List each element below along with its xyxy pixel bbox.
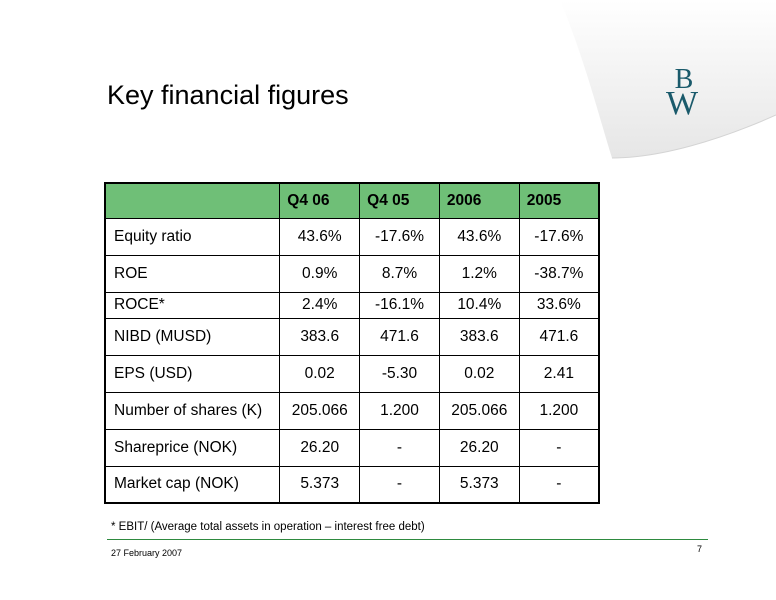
row-label: Market cap (NOK) (104, 465, 281, 504)
corner-swoosh (560, 0, 776, 159)
table-row: Equity ratio 43.6% -17.6% 43.6% -17.6% (104, 217, 600, 256)
table-cell: 1.200 (359, 391, 440, 430)
table-cell: 383.6 (438, 317, 520, 356)
row-label: Equity ratio (104, 217, 281, 256)
table-cell: -38.7% (518, 254, 600, 293)
header-cell-2006: 2006 (438, 182, 520, 219)
page-title: Key financial figures (107, 80, 349, 110)
table-cell: - (359, 465, 440, 504)
table-cell: 205.066 (279, 391, 361, 430)
table-cell: - (518, 465, 600, 504)
table-row: Market cap (NOK) 5.373 - 5.373 - (104, 465, 600, 504)
header-cell-q4-05: Q4 05 (359, 182, 440, 219)
table-cell: 8.7% (359, 254, 440, 293)
table-cell: 0.9% (279, 254, 361, 293)
table-cell: 2.4% (279, 291, 361, 319)
table-cell: 471.6 (359, 317, 440, 356)
table-cell: 43.6% (279, 217, 361, 256)
table-cell: - (518, 428, 600, 467)
footer-divider (107, 539, 708, 540)
table-cell: - (359, 428, 440, 467)
table-row: ROCE* 2.4% -16.1% 10.4% 33.6% (104, 291, 600, 319)
row-label: NIBD (MUSD) (104, 317, 281, 356)
table-cell: -17.6% (518, 217, 600, 256)
footnote: * EBIT/ (Average total assets in operati… (111, 521, 425, 533)
page-number: 7 (697, 544, 703, 554)
table-header-row: Q4 06 Q4 05 2006 2005 (104, 182, 600, 219)
row-label: ROCE* (104, 291, 281, 319)
table-cell: 205.066 (438, 391, 520, 430)
table-cell: 471.6 (518, 317, 600, 356)
logo-letter-b: B (675, 64, 694, 95)
table-cell: 5.373 (279, 465, 361, 504)
table-row: Number of shares (K) 205.066 1.200 205.0… (104, 391, 600, 430)
logo-letter-w: W (666, 85, 699, 122)
table-cell: 43.6% (438, 217, 520, 256)
row-label: ROE (104, 254, 281, 293)
table-cell: 33.6% (518, 291, 600, 319)
table-cell: 26.20 (279, 428, 361, 467)
row-label: Number of shares (K) (104, 391, 281, 430)
table-row: Shareprice (NOK) 26.20 - 26.20 - (104, 428, 600, 467)
row-label: Shareprice (NOK) (104, 428, 281, 467)
table-cell: 1.2% (438, 254, 520, 293)
table-cell: 2.41 (518, 354, 600, 393)
table-cell: -17.6% (359, 217, 440, 256)
table-row: ROE 0.9% 8.7% 1.2% -38.7% (104, 254, 600, 293)
header-cell-blank (104, 182, 281, 219)
footer-date: 27 February 2007 (111, 548, 183, 558)
table-row: EPS (USD) 0.02 -5.30 0.02 2.41 (104, 354, 600, 393)
header-cell-2005: 2005 (518, 182, 600, 219)
table-row: NIBD (MUSD) 383.6 471.6 383.6 471.6 (104, 317, 600, 356)
table-cell: -16.1% (359, 291, 440, 319)
table-cell: -5.30 (359, 354, 440, 393)
bw-logo: B W (666, 64, 699, 122)
header-cell-q4-06: Q4 06 (279, 182, 361, 219)
table-cell: 0.02 (279, 354, 361, 393)
financial-figures-table: Q4 06 Q4 05 2006 2005 Equity ratio 43.6%… (104, 182, 600, 504)
table-cell: 5.373 (438, 465, 520, 504)
row-label: EPS (USD) (104, 354, 281, 393)
table-cell: 0.02 (438, 354, 520, 393)
table-cell: 383.6 (279, 317, 361, 356)
table-cell: 10.4% (438, 291, 520, 319)
table-cell: 1.200 (518, 391, 600, 430)
table-cell: 26.20 (438, 428, 520, 467)
